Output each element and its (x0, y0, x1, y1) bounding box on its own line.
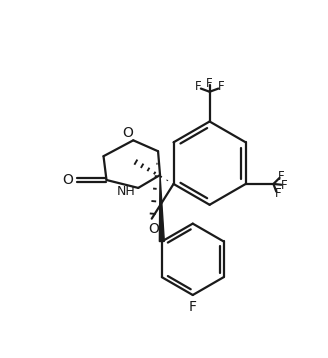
Text: O: O (62, 173, 73, 187)
Text: F: F (217, 81, 224, 93)
Polygon shape (159, 175, 164, 242)
Text: F: F (280, 179, 287, 192)
Text: O: O (122, 126, 133, 140)
Text: F: F (278, 170, 285, 183)
Text: F: F (195, 81, 202, 93)
Text: F: F (275, 187, 281, 200)
Text: F: F (189, 300, 197, 314)
Text: NH: NH (117, 185, 136, 198)
Text: F: F (206, 77, 213, 90)
Text: O: O (148, 222, 159, 236)
